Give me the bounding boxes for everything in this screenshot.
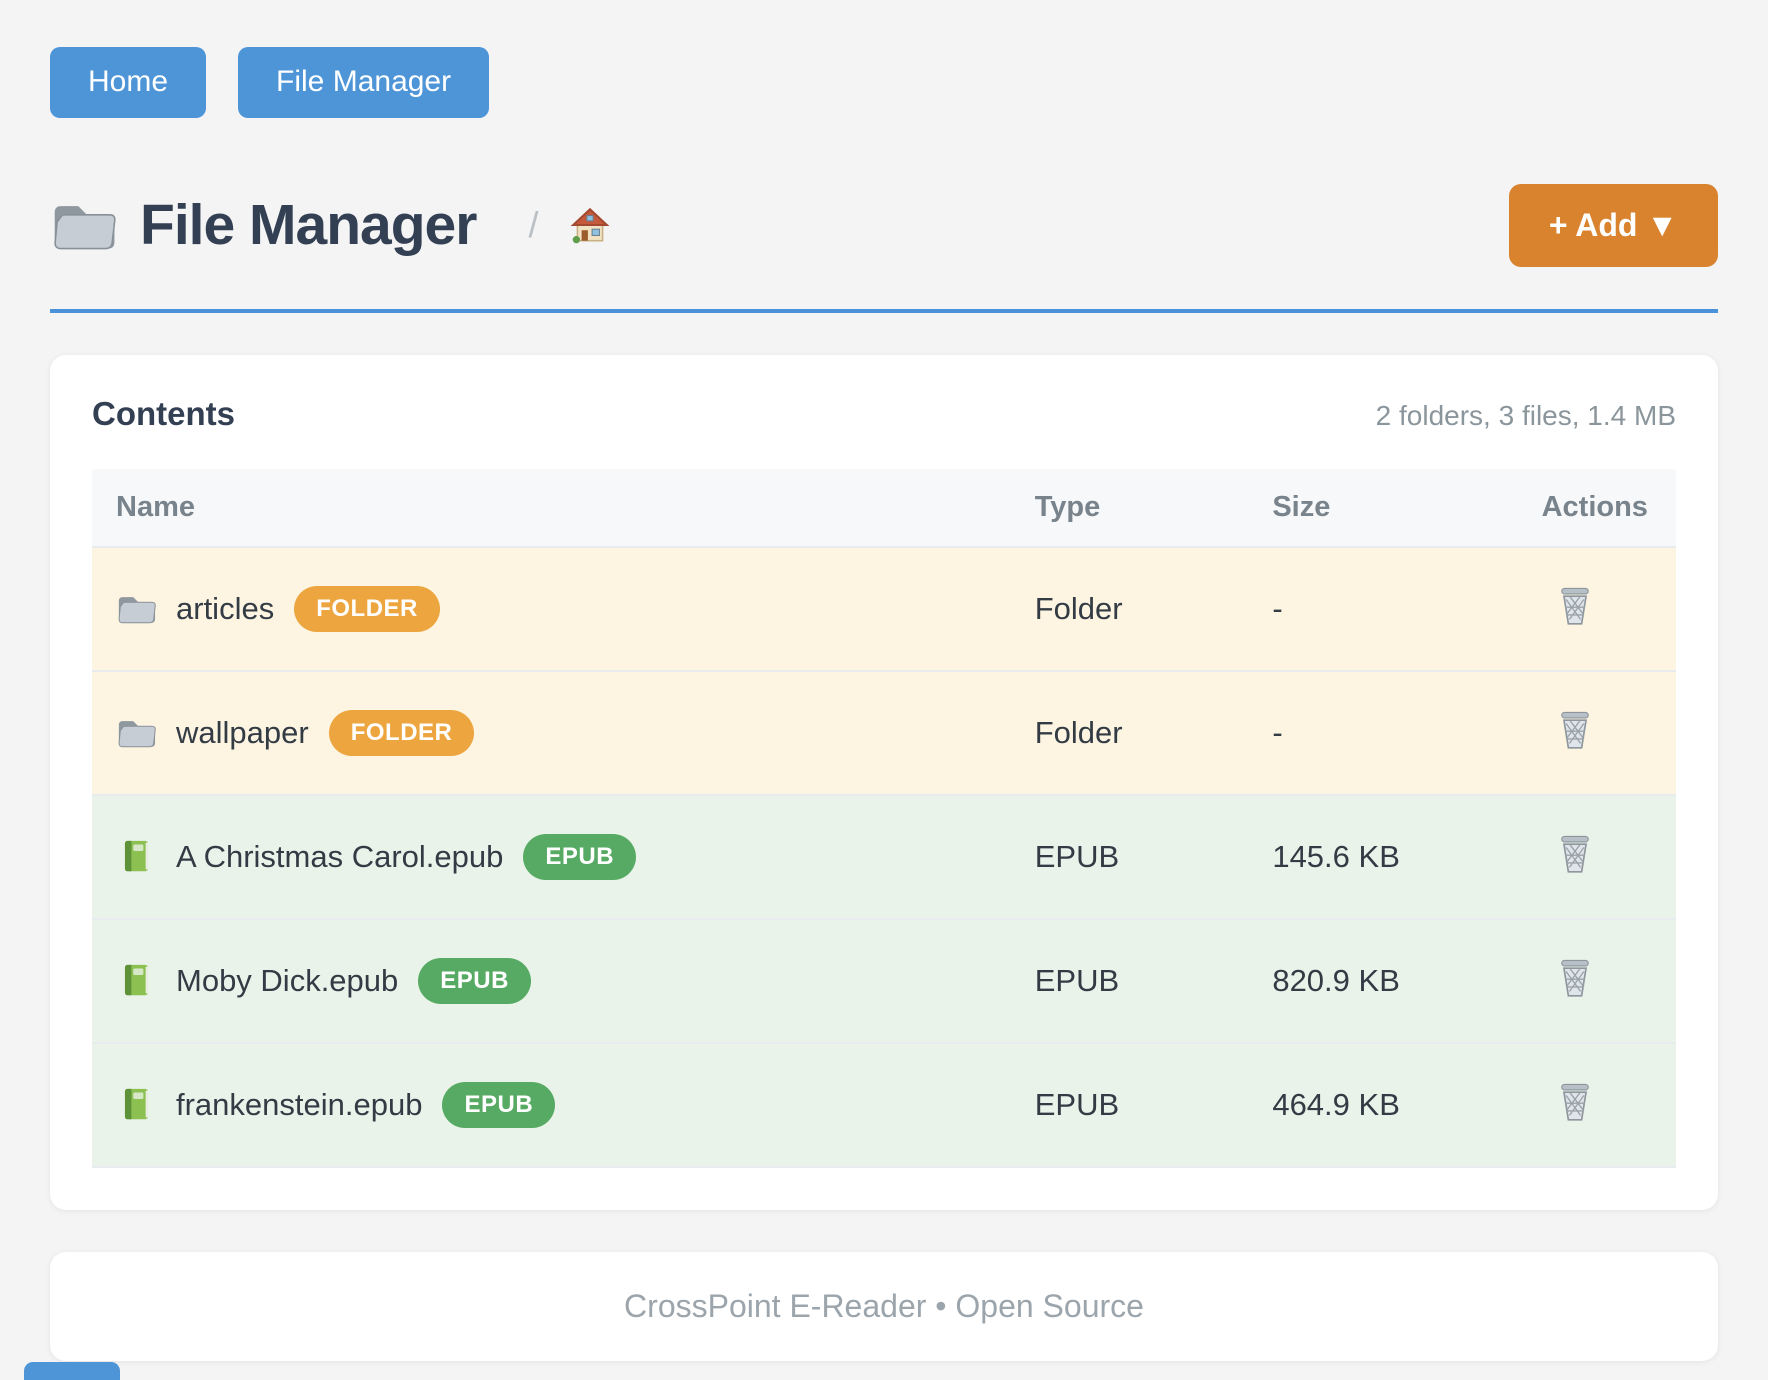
home-icon[interactable] (568, 203, 612, 247)
delete-button[interactable] (1556, 584, 1594, 626)
file-size: - (1248, 545, 1518, 671)
green-book-icon (116, 963, 156, 998)
table-row[interactable]: A Christmas Carol.epub EPUB EPUB 145.6 K… (92, 793, 1676, 919)
folder-icon (50, 197, 116, 253)
file-type-badge: FOLDER (328, 709, 475, 756)
file-manager-button[interactable]: File Manager (238, 47, 490, 118)
top-navigation: Home File Manager (0, 0, 1768, 118)
green-book-icon (116, 839, 156, 874)
file-size: 145.6 KB (1248, 793, 1518, 919)
delete-button[interactable] (1556, 1080, 1594, 1122)
add-button[interactable]: + Add ▼ (1508, 183, 1718, 267)
folder-icon (116, 715, 156, 750)
file-type: Folder (1010, 545, 1249, 671)
file-type-badge: FOLDER (294, 585, 440, 632)
file-name[interactable]: A Christmas Carol.epub (176, 838, 504, 874)
delete-button[interactable] (1556, 956, 1594, 998)
delete-button[interactable] (1556, 708, 1594, 750)
page-title-group: File Manager / (50, 192, 612, 258)
table-header-row: Name Type Size Actions (92, 468, 1676, 547)
delete-button[interactable] (1556, 832, 1594, 874)
table-row[interactable]: wallpaper FOLDER Folder - (92, 669, 1676, 795)
column-header-actions: Actions (1517, 468, 1676, 547)
column-header-name: Name (92, 468, 1011, 547)
column-header-type: Type (1010, 468, 1249, 547)
file-type-badge: EPUB (523, 833, 637, 880)
file-type: EPUB (1010, 793, 1249, 919)
contents-summary: 2 folders, 3 files, 1.4 MB (1375, 399, 1676, 431)
page-header: File Manager / + Add ▼ (50, 183, 1718, 267)
trash-icon (1556, 1080, 1594, 1122)
contents-card-header: Contents 2 folders, 3 files, 1.4 MB (92, 395, 1676, 433)
file-type: EPUB (1010, 1041, 1249, 1168)
footer-text: CrossPoint E-Reader • Open Source (624, 1287, 1144, 1324)
trash-icon (1556, 956, 1594, 998)
contents-card: Contents 2 folders, 3 files, 1.4 MB Name… (50, 354, 1718, 1210)
table-row[interactable]: Moby Dick.epub EPUB EPUB 820.9 KB (92, 917, 1676, 1043)
file-size: - (1248, 669, 1518, 795)
trash-icon (1556, 708, 1594, 750)
column-header-size: Size (1248, 468, 1518, 547)
file-type-badge: EPUB (418, 957, 531, 1004)
file-type: EPUB (1010, 917, 1249, 1043)
header-divider (50, 308, 1718, 313)
file-name[interactable]: Moby Dick.epub (176, 962, 399, 998)
contents-table: Name Type Size Actions articles FOLDER F… (92, 468, 1676, 1168)
trash-icon (1556, 584, 1594, 626)
green-book-icon (116, 1087, 156, 1122)
file-type: Folder (1010, 669, 1249, 795)
file-type-badge: EPUB (442, 1081, 556, 1128)
page-title: File Manager (140, 193, 477, 258)
contents-heading: Contents (92, 394, 235, 432)
folder-icon (116, 591, 156, 626)
file-name[interactable]: articles (176, 590, 275, 626)
breadcrumb-separator: / (528, 204, 539, 246)
file-size: 820.9 KB (1248, 917, 1518, 1043)
file-name[interactable]: frankenstein.epub (176, 1086, 423, 1122)
trash-icon (1556, 832, 1594, 874)
partially-visible-button[interactable] (24, 1362, 120, 1380)
footer: CrossPoint E-Reader • Open Source (50, 1251, 1718, 1361)
home-button[interactable]: Home (50, 47, 207, 118)
file-name[interactable]: wallpaper (176, 714, 309, 750)
table-body: articles FOLDER Folder - wallpaper (92, 545, 1676, 1168)
table-row[interactable]: articles FOLDER Folder - (92, 545, 1676, 671)
file-size: 464.9 KB (1248, 1041, 1518, 1168)
table-row[interactable]: frankenstein.epub EPUB EPUB 464.9 KB (92, 1041, 1676, 1168)
